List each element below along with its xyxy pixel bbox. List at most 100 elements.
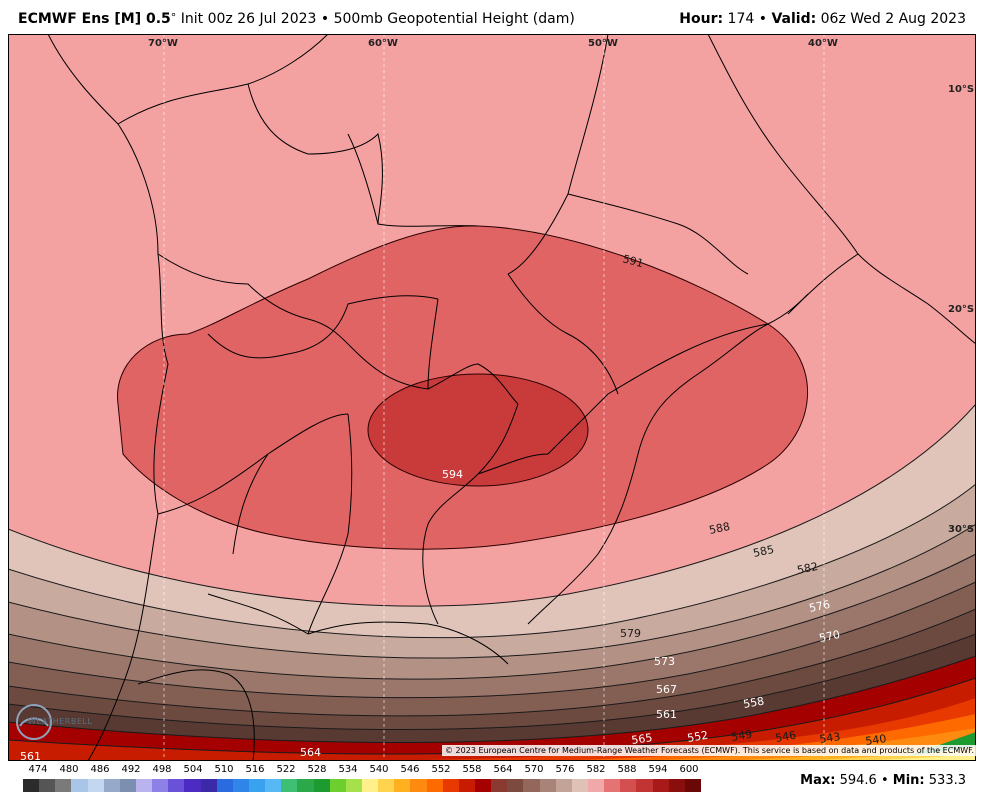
colorbar-swatch: [71, 779, 89, 792]
weatherbell-logo: [16, 704, 52, 740]
max-min-readout: Max: 594.6 • Min: 533.3: [800, 773, 966, 788]
contour-label: 561: [656, 708, 677, 721]
lat-label-10s: 10°S: [948, 84, 974, 95]
height-band-561: [8, 678, 976, 761]
valid-label: Valid:: [771, 11, 817, 27]
colorbar-swatch: [491, 779, 508, 792]
height-band-594: [367, 373, 589, 487]
colorbar-swatch: [87, 779, 105, 792]
contour-label: 561: [20, 750, 41, 761]
colorbar-swatch: [55, 779, 72, 792]
contour-label: 543: [819, 730, 842, 746]
height-band-540: [848, 754, 976, 761]
min-value: 533.3: [928, 773, 966, 788]
contour-label: 558: [742, 695, 765, 711]
colorbar-label: 570: [524, 764, 544, 775]
contour-label: 565: [631, 731, 654, 747]
contour-label: 570: [818, 628, 841, 645]
colorbar-label: 546: [400, 764, 420, 775]
colorbar-label: 516: [245, 764, 265, 775]
colorbar-swatch: [39, 779, 56, 792]
contour-label: 573: [654, 655, 675, 668]
colorbar-label: 588: [617, 764, 637, 775]
contour-label: 564: [300, 746, 321, 759]
colorbar-label: 480: [59, 764, 79, 775]
colorbar-swatch: [313, 779, 331, 792]
colorbar-label: 540: [369, 764, 389, 775]
title-right: Hour: 174 • Valid: 06z Wed 2 Aug 2023: [679, 11, 966, 27]
model-name: ECMWF Ens [M] 0.5: [18, 11, 171, 27]
contour-label: 591: [621, 252, 645, 270]
colorbar-swatch: [458, 779, 476, 792]
colorbar-label: 576: [555, 764, 575, 775]
colorbar-label: 552: [431, 764, 451, 775]
colorbar-swatch: [297, 779, 315, 792]
valid-value: 06z Wed 2 Aug 2023: [820, 11, 966, 27]
colorbar-label: 510: [214, 764, 234, 775]
colorbar-swatch: [329, 779, 347, 792]
geopotential-map: 70°W 60°W 50°W 40°W 10°S 20°S 30°S 591 5…: [8, 34, 976, 761]
colorbar-label: 600: [679, 764, 699, 775]
colorbar-swatch: [555, 779, 573, 792]
lon-label-50w: 50°W: [588, 38, 618, 49]
colorbar-swatch: [684, 779, 702, 792]
colorbar-label: 558: [462, 764, 482, 775]
lon-label-60w: 60°W: [368, 38, 398, 49]
contour-lines: [8, 403, 976, 755]
colorbar-swatch: [604, 779, 621, 792]
ecmwf-credit: © 2023 European Centre for Medium-Range …: [442, 745, 977, 756]
degree-sign: °: [170, 11, 177, 24]
colorbar-swatch: [571, 779, 589, 792]
colorbar-swatch: [265, 779, 282, 792]
colorbar-swatch: [394, 779, 411, 792]
lon-label-70w: 70°W: [148, 38, 178, 49]
lat-label-30s: 30°S: [948, 524, 974, 535]
colorbar-swatch: [216, 779, 234, 792]
title-separator: •: [320, 11, 330, 27]
contour-label: 582: [796, 560, 819, 577]
contour-labels: 591 594 588 585 582 576 579 570 573 567 …: [20, 252, 887, 761]
colorbar-swatch: [232, 779, 250, 792]
field-name: 500mb Geopotential Height (dam): [333, 11, 575, 27]
valid-separator: •: [758, 11, 767, 27]
min-label: Min:: [892, 773, 925, 788]
colorbar-swatch: [152, 779, 169, 792]
colorbar-swatch: [426, 779, 444, 792]
colorbar-swatch: [652, 779, 670, 792]
contour-label: 588: [708, 520, 731, 537]
colorbar-swatch: [620, 779, 637, 792]
colorbar-swatch: [410, 779, 428, 792]
contour-label: 546: [774, 729, 797, 745]
max-label: Max:: [800, 773, 836, 788]
colorbar-swatch: [539, 779, 557, 792]
colorbar-swatch: [523, 779, 541, 792]
colorbar-swatch: [442, 779, 460, 792]
lon-label-40w: 40°W: [808, 38, 838, 49]
colorbar-label: 528: [307, 764, 327, 775]
colorbar-label: 534: [338, 764, 358, 775]
colorbar-swatch: [588, 779, 605, 792]
colorbar-swatch: [362, 779, 379, 792]
colorbar-swatch: [184, 779, 202, 792]
colorbar-swatch: [345, 779, 363, 792]
max-value: 594.6: [839, 773, 877, 788]
colorbar-swatch: [119, 779, 137, 792]
colorbar-swatch: [668, 779, 686, 792]
hour-value: 174: [727, 11, 755, 27]
graticule: [163, 34, 825, 761]
contour-label: 579: [620, 627, 641, 640]
colorbar-swatch: [23, 779, 40, 792]
contour-label: 552: [686, 729, 709, 745]
colorbar-swatch: [475, 779, 492, 792]
colorbar-label: 504: [183, 764, 203, 775]
colorbar-label: 474: [28, 764, 48, 775]
colorbar-label: 498: [152, 764, 172, 775]
colorbar-swatch: [168, 779, 185, 792]
colorbar-swatch: [249, 779, 266, 792]
colorbar-label: 564: [493, 764, 513, 775]
contour-label: 576: [808, 598, 831, 615]
colorbar-swatch: [636, 779, 654, 792]
logo-text: WEATHERBELL: [28, 717, 93, 726]
colorbar-label: 492: [121, 764, 141, 775]
colorbar-swatch: [103, 779, 121, 792]
